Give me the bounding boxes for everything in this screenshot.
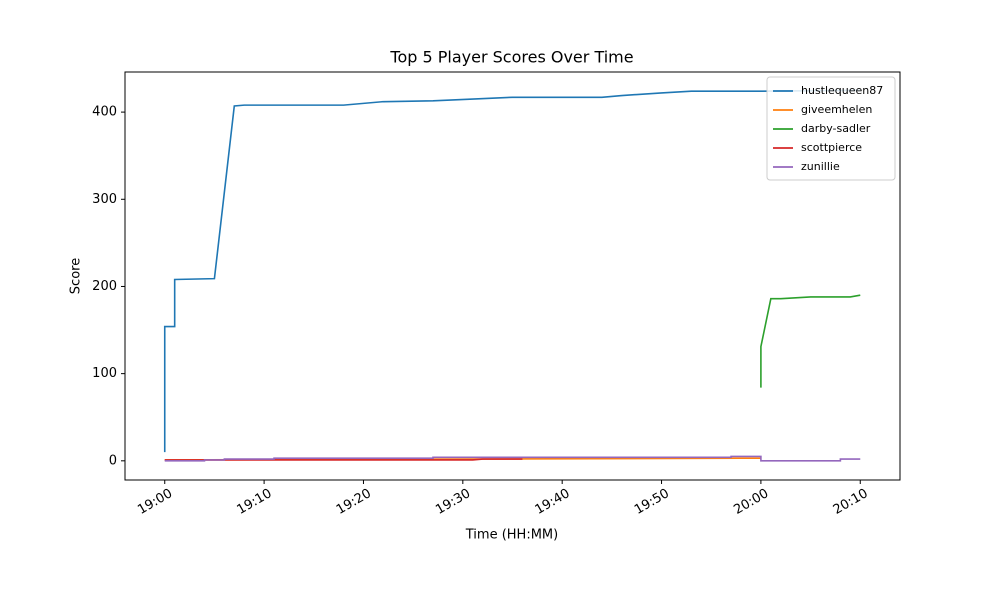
x-tick-label: 20:10: [831, 486, 871, 518]
series-line: [760, 294, 861, 388]
x-tick-label: 19:10: [235, 486, 275, 518]
x-tick-label: 19:20: [334, 486, 374, 518]
legend: hustlequeen87 giveemhelen darby-sadler scot…: [766, 76, 896, 181]
y-tick-label: 0: [109, 453, 117, 468]
y-tick-label: 300: [92, 192, 117, 207]
legend-label: scottpierce: [801, 141, 862, 154]
axes-frame: [124, 71, 901, 481]
legend-label: giveemhelen: [801, 103, 872, 116]
series-line: [164, 458, 523, 461]
y-tick-label: 200: [92, 279, 117, 294]
x-axis-label: Time (HH:MM): [465, 528, 558, 543]
y-tick-label: 100: [92, 366, 117, 381]
legend-label: darby-sadler: [801, 122, 871, 135]
y-tick-label: 400: [92, 105, 117, 120]
x-tick-label: 19:30: [433, 486, 473, 518]
legend-box: [766, 76, 896, 181]
y-axis-label: Score: [69, 258, 84, 294]
series-line: [164, 455, 861, 462]
legend-label: hustlequeen87: [801, 84, 883, 97]
x-tick-label: 20:00: [731, 486, 771, 518]
x-tick-label: 19:00: [135, 486, 175, 518]
x-tick-label: 19:40: [533, 486, 573, 518]
series-line: [163, 89, 861, 453]
x-tick-label: 19:50: [632, 486, 672, 518]
legend-label: zunillie: [801, 160, 840, 173]
chart-title: Top 5 Player Scores Over Time: [389, 48, 633, 67]
